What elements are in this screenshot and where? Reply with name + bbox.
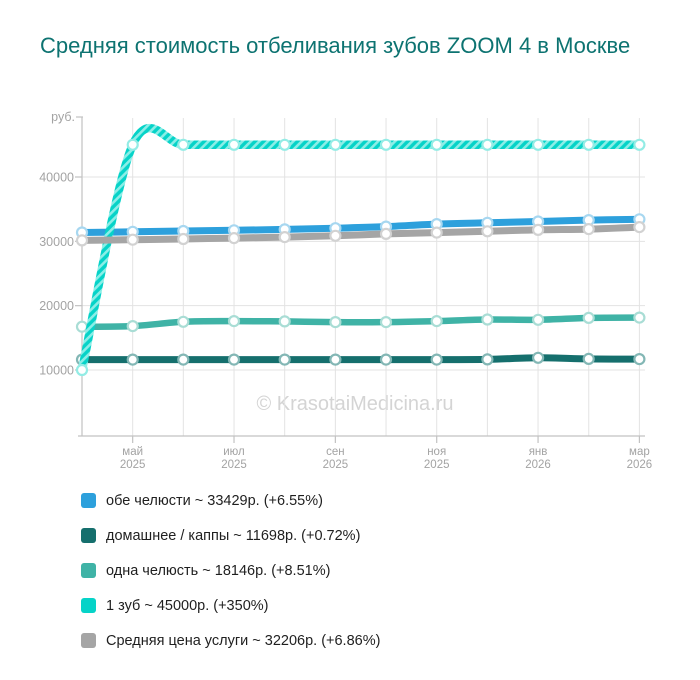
data-point-marker [531,351,545,364]
data-point-marker [430,315,443,328]
series-line-2 [78,314,643,330]
legend-item: домашнее / каппы ~ 11698р. (+0.72%) [81,518,380,553]
axes [75,116,645,443]
data-point-marker [481,313,494,326]
price-trend-chart: руб.10000200003000040000май2025июл2025се… [39,110,652,471]
data-point-marker [379,353,393,366]
y-tick-label: 40000 [39,171,74,185]
data-point-marker [379,138,393,151]
data-point-marker [633,353,646,366]
gridlines [82,118,645,436]
data-point-marker [582,223,595,236]
data-point-marker [379,316,393,329]
y-tick-label: 10000 [39,364,74,378]
series-markers-3 [75,138,646,377]
page-title: Средняя стоимость отбеливания зубов ZOOM… [40,33,631,58]
x-tick-label-year: 2025 [424,459,450,471]
data-point-marker [227,315,241,328]
legend-swatch [81,528,96,543]
data-point-marker [633,311,646,324]
data-point-marker [177,353,190,366]
x-tick-label-month: май [122,446,143,458]
data-point-marker [582,311,595,324]
legend-swatch [81,563,96,578]
data-point-marker [633,138,646,151]
x-tick-label-year: 2026 [525,459,551,471]
data-point-marker [329,229,342,242]
legend-label: Средняя цена услуги ~ 32206р. (+6.86%) [106,632,381,649]
data-point-marker [278,315,291,328]
data-point-marker [227,138,241,151]
legend-swatch [81,493,96,508]
x-tick-label-month: сен [326,446,345,458]
data-point-marker [126,138,139,151]
x-tick-label-month: июл [223,446,245,458]
data-point-marker [481,353,494,366]
data-point-marker [177,315,190,328]
data-point-marker [430,353,443,366]
data-point-marker [531,223,545,236]
x-tick-label-year: 2025 [221,459,247,471]
x-tick-label-month: янв [529,446,548,458]
data-point-marker [481,138,494,151]
legend-label: обе челюсти ~ 33429р. (+6.55%) [106,492,323,509]
x-tick-label-year: 2025 [120,459,146,471]
series-markers-1 [75,351,646,366]
data-point-marker [278,138,291,151]
data-point-marker [329,353,342,366]
data-point-marker [126,320,139,333]
legend: обе челюсти ~ 33429р. (+6.55%) домашнее … [81,483,380,658]
data-point-marker [278,353,291,366]
data-point-marker [379,227,393,240]
data-point-marker [430,138,443,151]
legend-item: Средняя цена услуги ~ 32206р. (+6.86%) [81,623,380,658]
data-point-marker [329,138,342,151]
data-point-marker [177,232,190,246]
data-point-marker [227,232,241,245]
data-point-marker [75,320,89,333]
watermark: © KrasotaiMedicina.ru [256,393,454,415]
legend-label: 1 зуб ~ 45000р. (+350%) [106,597,269,614]
data-point-marker [75,363,89,377]
legend-item: 1 зуб ~ 45000р. (+350%) [81,588,380,623]
series-markers-4 [75,221,646,247]
legend-label: одна челюсть ~ 18146р. (+8.51%) [106,562,331,579]
data-point-marker [177,138,190,151]
data-point-marker [531,138,545,151]
x-tick-label-year: 2026 [627,459,653,471]
data-point-marker [227,353,241,366]
x-tick-label-month: мар [629,446,650,458]
data-point-marker [582,138,595,151]
data-point-marker [582,352,595,365]
legend-swatch [81,598,96,613]
y-tick-label: 30000 [39,235,74,249]
series-line-3 [77,124,644,375]
series-markers-2 [75,311,646,333]
legend-label: домашнее / каппы ~ 11698р. (+0.72%) [106,527,361,544]
y-tick-label: 20000 [39,299,74,313]
legend-item: обе челюсти ~ 33429р. (+6.55%) [81,483,380,518]
x-tick-label-month: ноя [427,446,446,458]
data-point-marker [329,316,342,329]
data-point-marker [278,231,291,244]
data-point-marker [430,226,443,239]
data-point-marker [126,353,139,366]
data-point-marker [126,233,139,246]
axis-labels: руб.10000200003000040000май2025июл2025се… [39,110,652,471]
series-line-1 [78,354,643,364]
legend-item: одна челюсть ~ 18146р. (+8.51%) [81,553,380,588]
data-point-marker [481,225,494,238]
data-point-marker [633,221,646,234]
data-point-marker [75,234,89,247]
data-point-marker [531,313,545,326]
x-tick-label-year: 2025 [323,459,349,471]
legend-swatch [81,633,96,648]
y-axis-unit-label: руб. [51,110,75,124]
